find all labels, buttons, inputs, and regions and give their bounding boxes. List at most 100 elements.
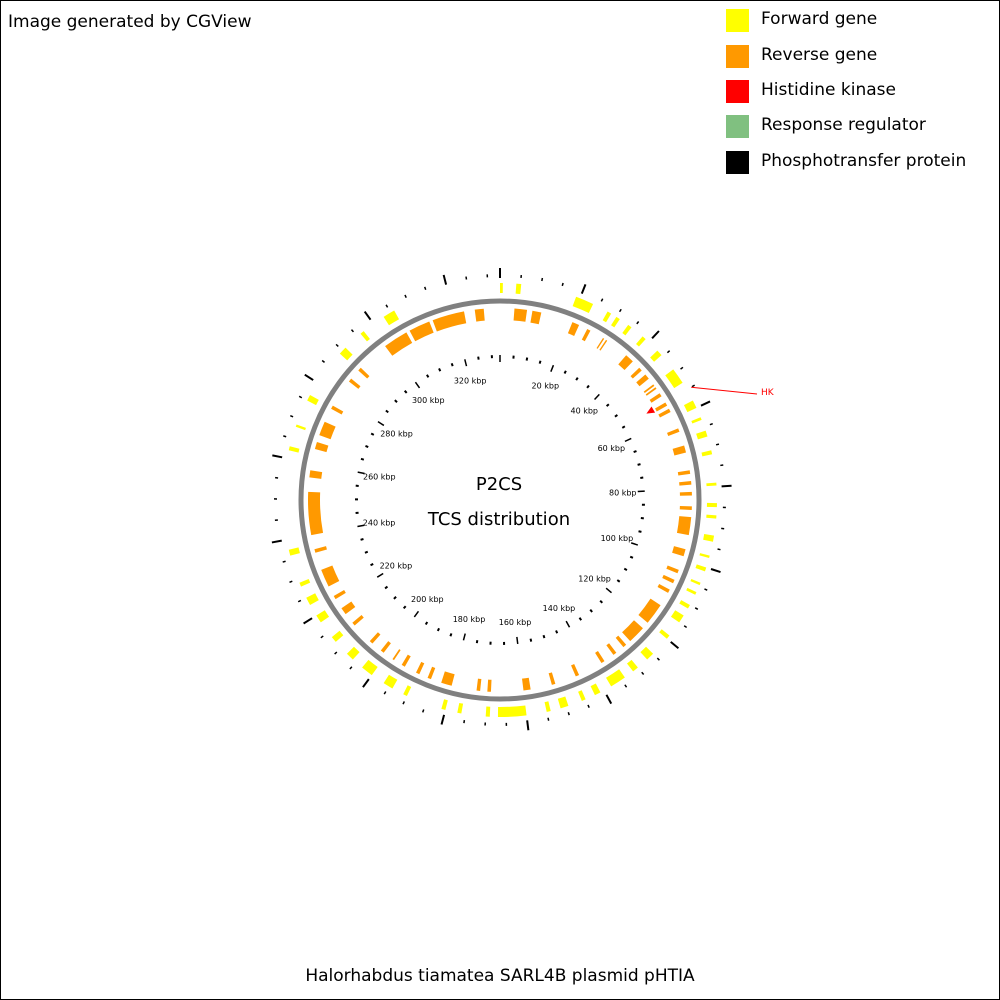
legend-label: Phosphotransfer protein <box>761 151 967 171</box>
forward-gene <box>288 446 300 453</box>
inner-tick <box>629 555 634 559</box>
reverse-gene <box>333 590 346 600</box>
forward-gene <box>695 564 707 572</box>
reverse-gene <box>476 678 482 691</box>
reverse-gene <box>622 620 643 642</box>
outer-tick <box>363 310 372 321</box>
outer-tick <box>272 454 283 459</box>
outer-tick <box>709 423 713 426</box>
reverse-gene <box>548 672 556 685</box>
forward-gene <box>403 685 412 697</box>
forward-gene <box>500 283 503 294</box>
forward-gene <box>611 316 620 328</box>
inner-tick <box>542 634 546 639</box>
forward-gene <box>665 369 683 389</box>
tick-label: 220 kbp <box>380 561 413 570</box>
forward-gene <box>706 482 717 487</box>
inner-tick <box>637 463 641 466</box>
outer-tick <box>385 304 389 308</box>
inner-tick <box>599 599 603 604</box>
outer-tick <box>297 599 302 603</box>
reverse-gene <box>662 574 675 584</box>
reverse-gene <box>474 308 485 322</box>
forward-gene <box>696 430 708 440</box>
inner-tick <box>538 360 542 364</box>
inner-tick <box>525 357 529 361</box>
forward-gene <box>650 350 662 362</box>
reverse-gene <box>530 310 542 325</box>
reverse-gene <box>522 677 531 691</box>
reverse-gene <box>427 666 436 680</box>
reverse-gene <box>409 321 434 342</box>
tick-label: 120 kbp <box>578 575 611 584</box>
forward-gene <box>636 336 646 347</box>
forward-gene <box>339 347 353 361</box>
map-title-line1: P2CS <box>476 474 522 495</box>
inner-tick <box>621 425 626 429</box>
outer-tick-ring <box>271 268 732 731</box>
reverse-gene <box>513 308 528 322</box>
inner-tick <box>638 530 642 533</box>
reverse-gene <box>341 601 356 615</box>
reverse-gene <box>352 615 364 626</box>
reverse-gene <box>596 337 605 349</box>
inner-tick <box>633 450 637 454</box>
forward-gene <box>626 659 638 672</box>
outer-tick <box>541 277 544 282</box>
outer-tick <box>636 321 640 325</box>
reverse-gene <box>615 635 627 648</box>
reverse-gene <box>679 505 692 510</box>
tick-label: 200 kbp <box>411 595 444 604</box>
tick-label: 180 kbp <box>453 615 486 624</box>
inner-tick <box>589 608 593 613</box>
outer-tick <box>271 539 282 544</box>
inner-tick <box>414 381 421 389</box>
outer-tick <box>440 714 446 725</box>
forward-gene <box>544 701 551 712</box>
forward-gene <box>706 514 717 519</box>
outer-tick <box>349 666 353 670</box>
reverse-gene <box>358 367 370 379</box>
inner-tick <box>565 620 571 628</box>
hk-label: HK <box>761 388 775 398</box>
inner-tick <box>450 362 454 367</box>
forward-gene <box>360 331 370 342</box>
inner-tick <box>385 409 389 414</box>
reverse-gene <box>595 651 605 664</box>
inner-tick <box>393 596 397 600</box>
inner-tick <box>586 384 590 389</box>
outer-tick <box>442 274 448 285</box>
tick-label: 140 kbp <box>543 604 576 613</box>
forward-gene <box>485 706 491 717</box>
outer-tick <box>651 330 660 339</box>
outer-tick <box>350 329 355 333</box>
reverse-gene <box>567 322 580 336</box>
reverse-gene <box>571 664 580 677</box>
outer-tick <box>421 709 425 713</box>
forward-gene <box>686 587 697 595</box>
inner-tick-ring <box>354 355 645 645</box>
forward-gene <box>691 417 702 424</box>
forward-gene <box>706 502 717 508</box>
forward-gene <box>306 593 319 605</box>
reverse-gene <box>307 491 324 536</box>
inner-tick <box>360 457 365 461</box>
reverse-gene <box>369 632 381 644</box>
reverse-gene <box>672 445 687 456</box>
inner-tick <box>413 610 420 618</box>
forward-gene <box>578 690 586 701</box>
backbone-ring <box>298 298 702 702</box>
reverse-gene <box>658 408 671 418</box>
reverse-gene <box>645 387 657 396</box>
outer-tick <box>424 286 427 290</box>
outer-tick <box>715 443 720 446</box>
tick-label: 280 kbp <box>380 430 413 439</box>
forward-gene <box>670 610 684 623</box>
hk-leader-line <box>691 386 758 395</box>
reverse-gene <box>630 367 642 379</box>
forward-gene <box>331 630 344 642</box>
inner-tick <box>563 370 567 374</box>
outer-tick <box>700 400 711 407</box>
tick-labels: 20 kbp 40 kbp 60 kbp 80 kbp 100 kbp 120 kbp 14… <box>363 377 637 627</box>
